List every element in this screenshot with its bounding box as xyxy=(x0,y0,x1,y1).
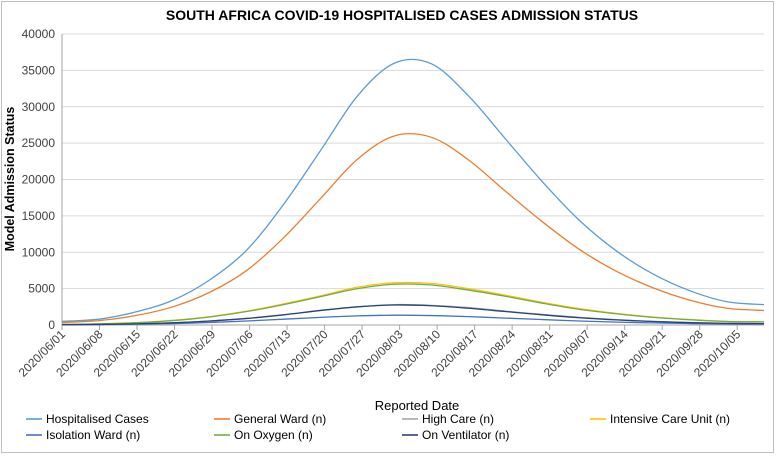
y-tick-label: 35000 xyxy=(22,63,56,77)
y-tick-label: 40000 xyxy=(22,27,56,41)
y-axis-title: Model Admission Status xyxy=(3,107,17,252)
series-line-4 xyxy=(61,314,765,326)
chart-title: SOUTH AFRICA COVID-19 HOSPITALISED CASES… xyxy=(166,7,638,23)
legend-entry: Intensive Care Unit (n) xyxy=(610,412,730,426)
legend-entry: High Care (n) xyxy=(422,412,494,426)
legend-entry: General Ward (n) xyxy=(234,412,326,426)
gridlines xyxy=(62,33,764,326)
series-line-6 xyxy=(61,304,765,326)
legend-entry: Hospitalised Cases xyxy=(46,412,149,426)
x-tick-labels: 2020/06/012020/06/082020/06/152020/06/22… xyxy=(16,327,744,380)
x-axis-title: Reported Date xyxy=(375,398,460,413)
legend: Hospitalised Cases General Ward (n) High C… xyxy=(26,412,730,442)
legend-entry: On Oxygen (n) xyxy=(234,428,313,442)
axes xyxy=(61,34,764,330)
series-line-5 xyxy=(61,283,765,326)
y-tick-labels: 0 5000 10000 15000 20000 25000 30000 35000 40000 xyxy=(22,27,56,332)
series-line-1 xyxy=(61,133,765,324)
y-tick-label: 0 xyxy=(48,318,55,332)
series-line-0 xyxy=(61,58,765,323)
y-tick-label: 15000 xyxy=(22,209,56,223)
series-lines xyxy=(61,58,765,326)
y-tick-label: 30000 xyxy=(22,100,56,114)
legend-entry: On Ventilator (n) xyxy=(422,428,509,442)
y-tick-label: 20000 xyxy=(22,173,56,187)
y-tick-label: 5000 xyxy=(28,282,55,296)
legend-entry: Isolation Ward (n) xyxy=(46,428,140,442)
y-tick-label: 10000 xyxy=(22,245,56,259)
y-tick-label: 25000 xyxy=(22,136,56,150)
